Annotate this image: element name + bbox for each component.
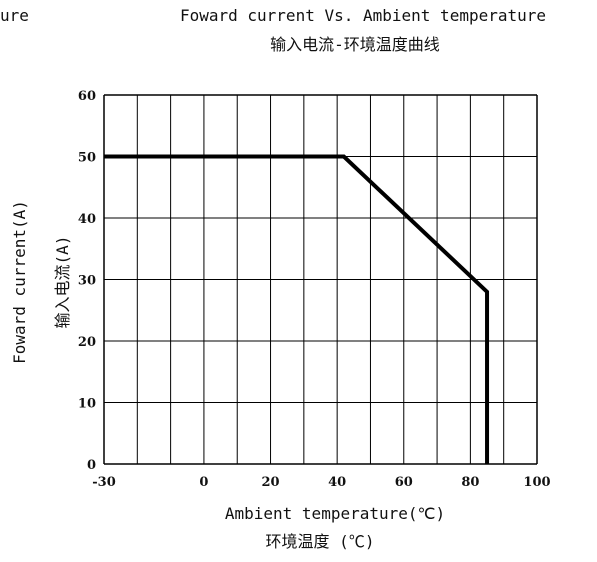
- x-tick-label: 0: [199, 475, 208, 490]
- y-axis-label-secondary: 输入电流(A): [53, 236, 72, 329]
- x-tick-label: 40: [328, 475, 346, 490]
- chart-title: Foward current Vs. Ambient temperature: [180, 6, 546, 25]
- y-tick-label: 30: [78, 274, 96, 289]
- y-tick-label: 0: [87, 458, 96, 473]
- x-tick-label: 80: [461, 475, 479, 490]
- x-tick-label: 100: [523, 475, 550, 490]
- x-axis-label-secondary: 环境温度 (℃): [266, 532, 375, 551]
- series-layer: [104, 154, 490, 464]
- chart-subtitle: 输入电流-环境温度曲线: [270, 35, 440, 54]
- partial-title: ure: [0, 6, 29, 25]
- y-tick-label: 50: [78, 151, 96, 166]
- x-tick-label: 60: [395, 475, 413, 490]
- y-tick-label: 60: [78, 89, 96, 104]
- x-axis-label: Ambient temperature(℃): [225, 504, 445, 523]
- y-tick-label: 10: [78, 397, 96, 412]
- x-tick-label: 20: [261, 475, 279, 490]
- x-tick-label: -30: [92, 475, 116, 490]
- tick-layer: -30 0 20 40 60 80 100 0 10 20 30 40 50 60: [78, 89, 551, 490]
- y-axis-label: Foward current(A): [10, 200, 29, 364]
- y-tick-label: 40: [78, 212, 96, 227]
- series-line: [104, 154, 490, 464]
- y-tick-label: 20: [78, 335, 96, 350]
